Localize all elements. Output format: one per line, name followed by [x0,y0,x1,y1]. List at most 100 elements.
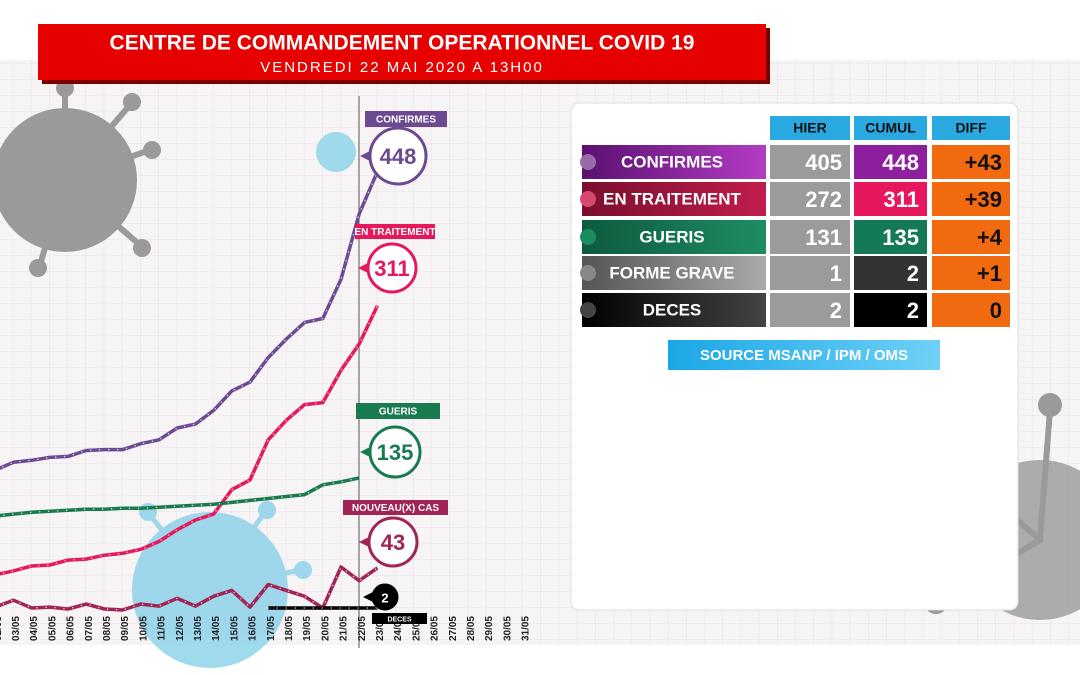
callout-value: 311 [374,256,410,281]
row-label-cell [582,182,766,216]
line-chart: 01/0502/0503/0504/0505/0506/0507/0508/05… [0,111,532,641]
value-cell [770,220,850,254]
value-text: 311 [884,187,920,212]
value-text: +1 [977,261,1002,286]
series-line [0,476,360,518]
value-cell [770,256,850,290]
row-label-cell [582,220,766,254]
x-tick-label: 26/05 [430,616,441,641]
row-label-cell [582,256,766,290]
x-tick-label: 15/05 [229,616,240,641]
table-panel: HIER CUMUL DIFF CONFIRMES 405 448 +43 EN TRAITE… [570,102,1019,611]
value-cell [770,145,850,179]
row-label: DECES [643,300,702,319]
callout-value: 448 [380,144,417,169]
value-cell [854,293,927,327]
x-tick-label: 21/05 [339,616,350,641]
value-text: 135 [882,225,919,250]
series-line [0,305,379,576]
value-text: 2 [830,298,842,323]
row-dot [580,191,596,207]
value-text: 405 [805,150,842,175]
callout-label-bg [355,224,435,239]
x-tick-label: 24/05 [393,616,404,641]
value-text: 131 [805,225,842,250]
title-banner: CENTRE DE COMMANDEMENT OPERATIONNEL COVI… [38,24,770,84]
callout-label-bg [365,111,447,127]
header-cell [932,116,1010,140]
value-text: 272 [805,187,842,212]
value-cell [932,182,1010,216]
row-dot [580,265,596,281]
callout-bubble [368,425,422,479]
value-cell [932,293,1010,327]
series-line [0,171,380,470]
value-text: 0 [990,298,1002,323]
x-tick-label: 17/05 [266,616,277,641]
callout-label: NOUVEAU(X) CAS [352,503,440,514]
row-dot [580,302,596,318]
source-box [668,340,940,370]
header-text: CUMUL [865,120,916,136]
x-tick-label: 04/05 [29,616,40,641]
x-tick-label: 11/05 [157,616,168,641]
source-text: SOURCE MSANP / IPM / OMS [700,347,908,364]
callout-bubble [367,516,419,568]
x-tick-label: 30/05 [502,616,513,641]
callout-label-bg [356,403,440,419]
row-label-cell [582,145,766,179]
x-tick-label: 25/05 [411,616,422,641]
x-tick-label: 20/05 [320,616,331,641]
virus-decoration-blue [132,132,356,668]
callout-label: EN TRAITEMENT [354,227,435,238]
row-label: EN TRAITEMENT [603,189,742,208]
header-cell [770,116,850,140]
x-tick-label: 31/05 [521,616,532,641]
series-dots [0,565,379,611]
callout-label: GUERIS [379,407,418,418]
header-text: HIER [793,120,826,136]
callout-bubble [366,242,418,294]
row-label: GUERIS [639,227,704,246]
value-cell [932,145,1010,179]
callout-bubble [368,126,428,186]
row-label-cell [582,293,766,327]
callout-label: CONFIRMES [376,115,436,126]
title: CENTRE DE COMMANDEMENT OPERATIONNEL COVI… [110,32,695,55]
x-tick-label: 23/05 [375,616,386,641]
value-text: +43 [965,150,1002,175]
value-cell [854,220,927,254]
x-tick-label: 16/05 [248,616,259,641]
value-text: +4 [977,225,1003,250]
callout-value: 43 [381,530,405,555]
x-tick-label: 28/05 [466,616,477,641]
value-text: 448 [882,150,919,175]
x-tick-label: 14/05 [211,616,222,641]
callout-value: 2 [381,590,388,605]
x-tick-label: 27/05 [448,616,459,641]
value-text: 1 [830,261,842,286]
x-tick-label: 09/05 [120,616,131,641]
x-tick-label: 02/05 [0,616,4,641]
x-tick-label: 13/05 [193,616,204,641]
subtitle: VENDREDI 22 MAI 2020 A 13H00 [260,59,544,76]
x-tick-label: 08/05 [102,616,113,641]
x-tick-label: 22/05 [357,616,368,641]
value-text: 2 [907,298,919,323]
callout-label-bg [343,500,448,515]
value-cell [932,220,1010,254]
value-cell [770,293,850,327]
value-cell [854,182,927,216]
x-tick-label: 19/05 [302,616,313,641]
value-text: 2 [907,261,919,286]
callout-bubble [371,583,399,611]
value-cell [854,256,927,290]
value-cell [932,256,1010,290]
row-dot [580,229,596,245]
row-dot [580,154,596,170]
value-cell [770,182,850,216]
value-text: +39 [965,187,1002,212]
value-cell [854,145,927,179]
row-label: FORME GRAVE [609,263,734,282]
